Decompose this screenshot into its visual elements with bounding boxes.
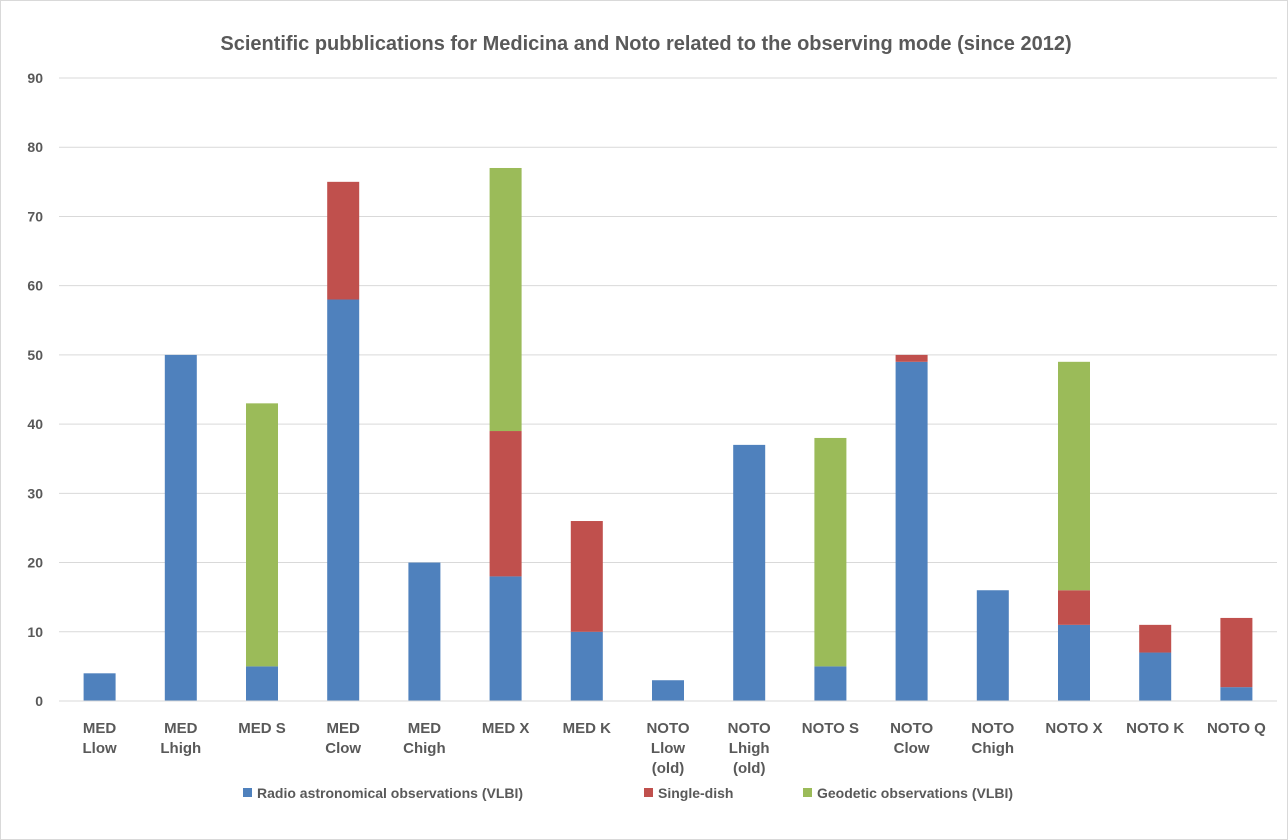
- bar-segment-11-series-1: [895, 361, 928, 701]
- bar-segment-15-series-2: [1220, 617, 1253, 688]
- y-tick-label: 20: [27, 555, 43, 571]
- y-tick-label: 40: [27, 416, 43, 432]
- y-tick-label: 30: [27, 485, 43, 501]
- bar-segment-8-series-1: [652, 680, 684, 701]
- category-label-line: Clow: [894, 740, 930, 757]
- bar-segment-6-series-2: [489, 431, 522, 577]
- bar-segment-13-series-1: [1058, 624, 1090, 701]
- y-tick-label: 0: [35, 693, 43, 709]
- legend-swatch: [243, 788, 252, 797]
- category-label-line: NOTO: [646, 720, 689, 737]
- y-tick-label: 70: [27, 208, 43, 224]
- bar-segment-15-series-1: [1220, 687, 1253, 701]
- bar-segment-13-series-2: [1058, 590, 1090, 625]
- bar-segment-1-series-1: [83, 673, 116, 701]
- category-label: NOTO Llow (old): [646, 720, 689, 777]
- category-label: MED Lhigh: [160, 720, 201, 757]
- category-label-line: MED X: [482, 720, 530, 737]
- category-label-line: MED: [327, 720, 361, 737]
- category-label: MED X: [482, 720, 530, 737]
- bar-segment-13-series-3: [1058, 361, 1090, 591]
- category-label: NOTO S: [802, 720, 859, 737]
- category-label-line: NOTO: [890, 720, 933, 737]
- legend: Radio astronomical observations (VLBI) Si…: [243, 785, 1013, 801]
- category-label-line: NOTO X: [1045, 720, 1102, 737]
- category-label-line: Chigh: [972, 740, 1015, 757]
- bar-segment-7-series-1: [570, 631, 603, 701]
- category-label-line: Lhigh: [729, 740, 770, 757]
- category-label: MED K: [563, 720, 612, 737]
- bar-segment-2-series-1: [164, 354, 197, 701]
- legend-label: Single-dish: [658, 785, 733, 801]
- chart-title: Scientific pubblications for Medicina an…: [220, 33, 1071, 55]
- bar-segment-6-series-3: [489, 167, 522, 432]
- category-label: NOTO Clow: [890, 720, 933, 757]
- category-label-line: (old): [733, 760, 765, 777]
- y-axis-ticks: 0 10 20 30 40 50 60 70 80 90: [27, 70, 43, 709]
- category-label: NOTO K: [1126, 720, 1184, 737]
- bar-segment-7-series-2: [570, 521, 603, 632]
- legend-swatch: [644, 788, 653, 797]
- bar-segment-5-series-1: [408, 562, 441, 701]
- bar-segment-3-series-1: [246, 666, 278, 701]
- category-label: NOTO Lhigh (old): [728, 720, 771, 777]
- category-label-line: (old): [652, 760, 684, 777]
- bar-segment-11-series-2: [895, 354, 928, 362]
- category-label: NOTO Q: [1207, 720, 1266, 737]
- category-label-line: MED: [164, 720, 198, 737]
- y-tick-label: 50: [27, 347, 43, 363]
- category-label-line: NOTO S: [802, 720, 859, 737]
- bar-segment-10-series-3: [814, 437, 847, 667]
- category-label: NOTO X: [1045, 720, 1102, 737]
- bar-segment-14-series-1: [1139, 652, 1172, 701]
- category-label-line: Lhigh: [160, 740, 201, 757]
- bar-segment-9-series-1: [733, 444, 766, 701]
- category-label-line: Chigh: [403, 740, 446, 757]
- legend-label: Geodetic observations (VLBI): [817, 785, 1013, 801]
- category-label: MED Llow: [83, 720, 117, 757]
- bar-segment-4-series-2: [327, 181, 360, 300]
- y-tick-label: 60: [27, 278, 43, 294]
- bar-segment-14-series-2: [1139, 624, 1172, 653]
- x-axis-labels: MED Llow MED Lhigh MED S MED Clow MED Chigh MED X…: [83, 720, 1267, 777]
- category-label: MED S: [238, 720, 286, 737]
- category-label-line: Llow: [651, 740, 685, 757]
- category-label: MED Clow: [325, 720, 361, 757]
- category-label-line: MED: [83, 720, 117, 737]
- category-label-line: NOTO Q: [1207, 720, 1266, 737]
- bar-segment-12-series-1: [976, 590, 1009, 701]
- y-tick-label: 90: [27, 70, 43, 86]
- category-label-line: MED: [408, 720, 442, 737]
- category-label: NOTO Chigh: [971, 720, 1014, 757]
- legend-swatch: [803, 788, 812, 797]
- y-tick-label: 10: [27, 624, 43, 640]
- category-label-line: NOTO: [728, 720, 771, 737]
- category-label-line: NOTO: [971, 720, 1014, 737]
- category-label-line: MED K: [563, 720, 612, 737]
- category-label-line: MED S: [238, 720, 286, 737]
- category-label-line: NOTO K: [1126, 720, 1184, 737]
- legend-label: Radio astronomical observations (VLBI): [257, 785, 523, 801]
- gridlines: [59, 77, 1277, 633]
- category-label-line: Clow: [325, 740, 361, 757]
- bar-segment-10-series-1: [814, 666, 847, 701]
- bars: [83, 167, 1253, 701]
- bar-segment-3-series-3: [246, 403, 278, 667]
- bar-segment-6-series-1: [489, 576, 522, 701]
- bar-segment-4-series-1: [327, 299, 360, 701]
- category-label: MED Chigh: [403, 720, 446, 757]
- y-tick-label: 80: [27, 139, 43, 155]
- category-label-line: Llow: [83, 740, 117, 757]
